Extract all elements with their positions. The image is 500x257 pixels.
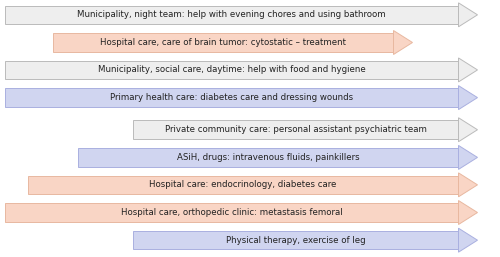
FancyBboxPatch shape — [78, 148, 458, 167]
FancyBboxPatch shape — [52, 33, 394, 52]
Text: Hospital care: endocrinology, diabetes care: Hospital care: endocrinology, diabetes c… — [150, 180, 336, 189]
FancyBboxPatch shape — [5, 203, 458, 222]
Polygon shape — [458, 173, 477, 197]
Text: Hospital care, care of brain tumor: cytostatic – treatment: Hospital care, care of brain tumor: cyto… — [100, 38, 346, 47]
FancyBboxPatch shape — [28, 176, 458, 194]
Text: Physical therapy, exercise of leg: Physical therapy, exercise of leg — [226, 236, 366, 245]
Text: Municipality, night team: help with evening chores and using bathroom: Municipality, night team: help with even… — [78, 10, 386, 19]
Text: Hospital care, orthopedic clinic: metastasis femoral: Hospital care, orthopedic clinic: metast… — [121, 208, 342, 217]
Polygon shape — [458, 228, 477, 252]
Text: Municipality, social care, daytime: help with food and hygiene: Municipality, social care, daytime: help… — [98, 66, 365, 75]
Text: Primary health care: diabetes care and dressing wounds: Primary health care: diabetes care and d… — [110, 93, 354, 102]
Polygon shape — [458, 145, 477, 169]
FancyBboxPatch shape — [5, 88, 458, 107]
Polygon shape — [458, 58, 477, 82]
Polygon shape — [458, 3, 477, 27]
Polygon shape — [458, 200, 477, 225]
FancyBboxPatch shape — [5, 61, 458, 79]
Polygon shape — [458, 86, 477, 109]
FancyBboxPatch shape — [5, 6, 458, 24]
Polygon shape — [394, 31, 412, 54]
Text: Private community care: personal assistant psychiatric team: Private community care: personal assista… — [164, 125, 426, 134]
FancyBboxPatch shape — [132, 231, 458, 250]
Text: ASiH, drugs: intravenous fluids, painkillers: ASiH, drugs: intravenous fluids, painkil… — [176, 153, 360, 162]
FancyBboxPatch shape — [132, 121, 458, 139]
Polygon shape — [458, 118, 477, 142]
